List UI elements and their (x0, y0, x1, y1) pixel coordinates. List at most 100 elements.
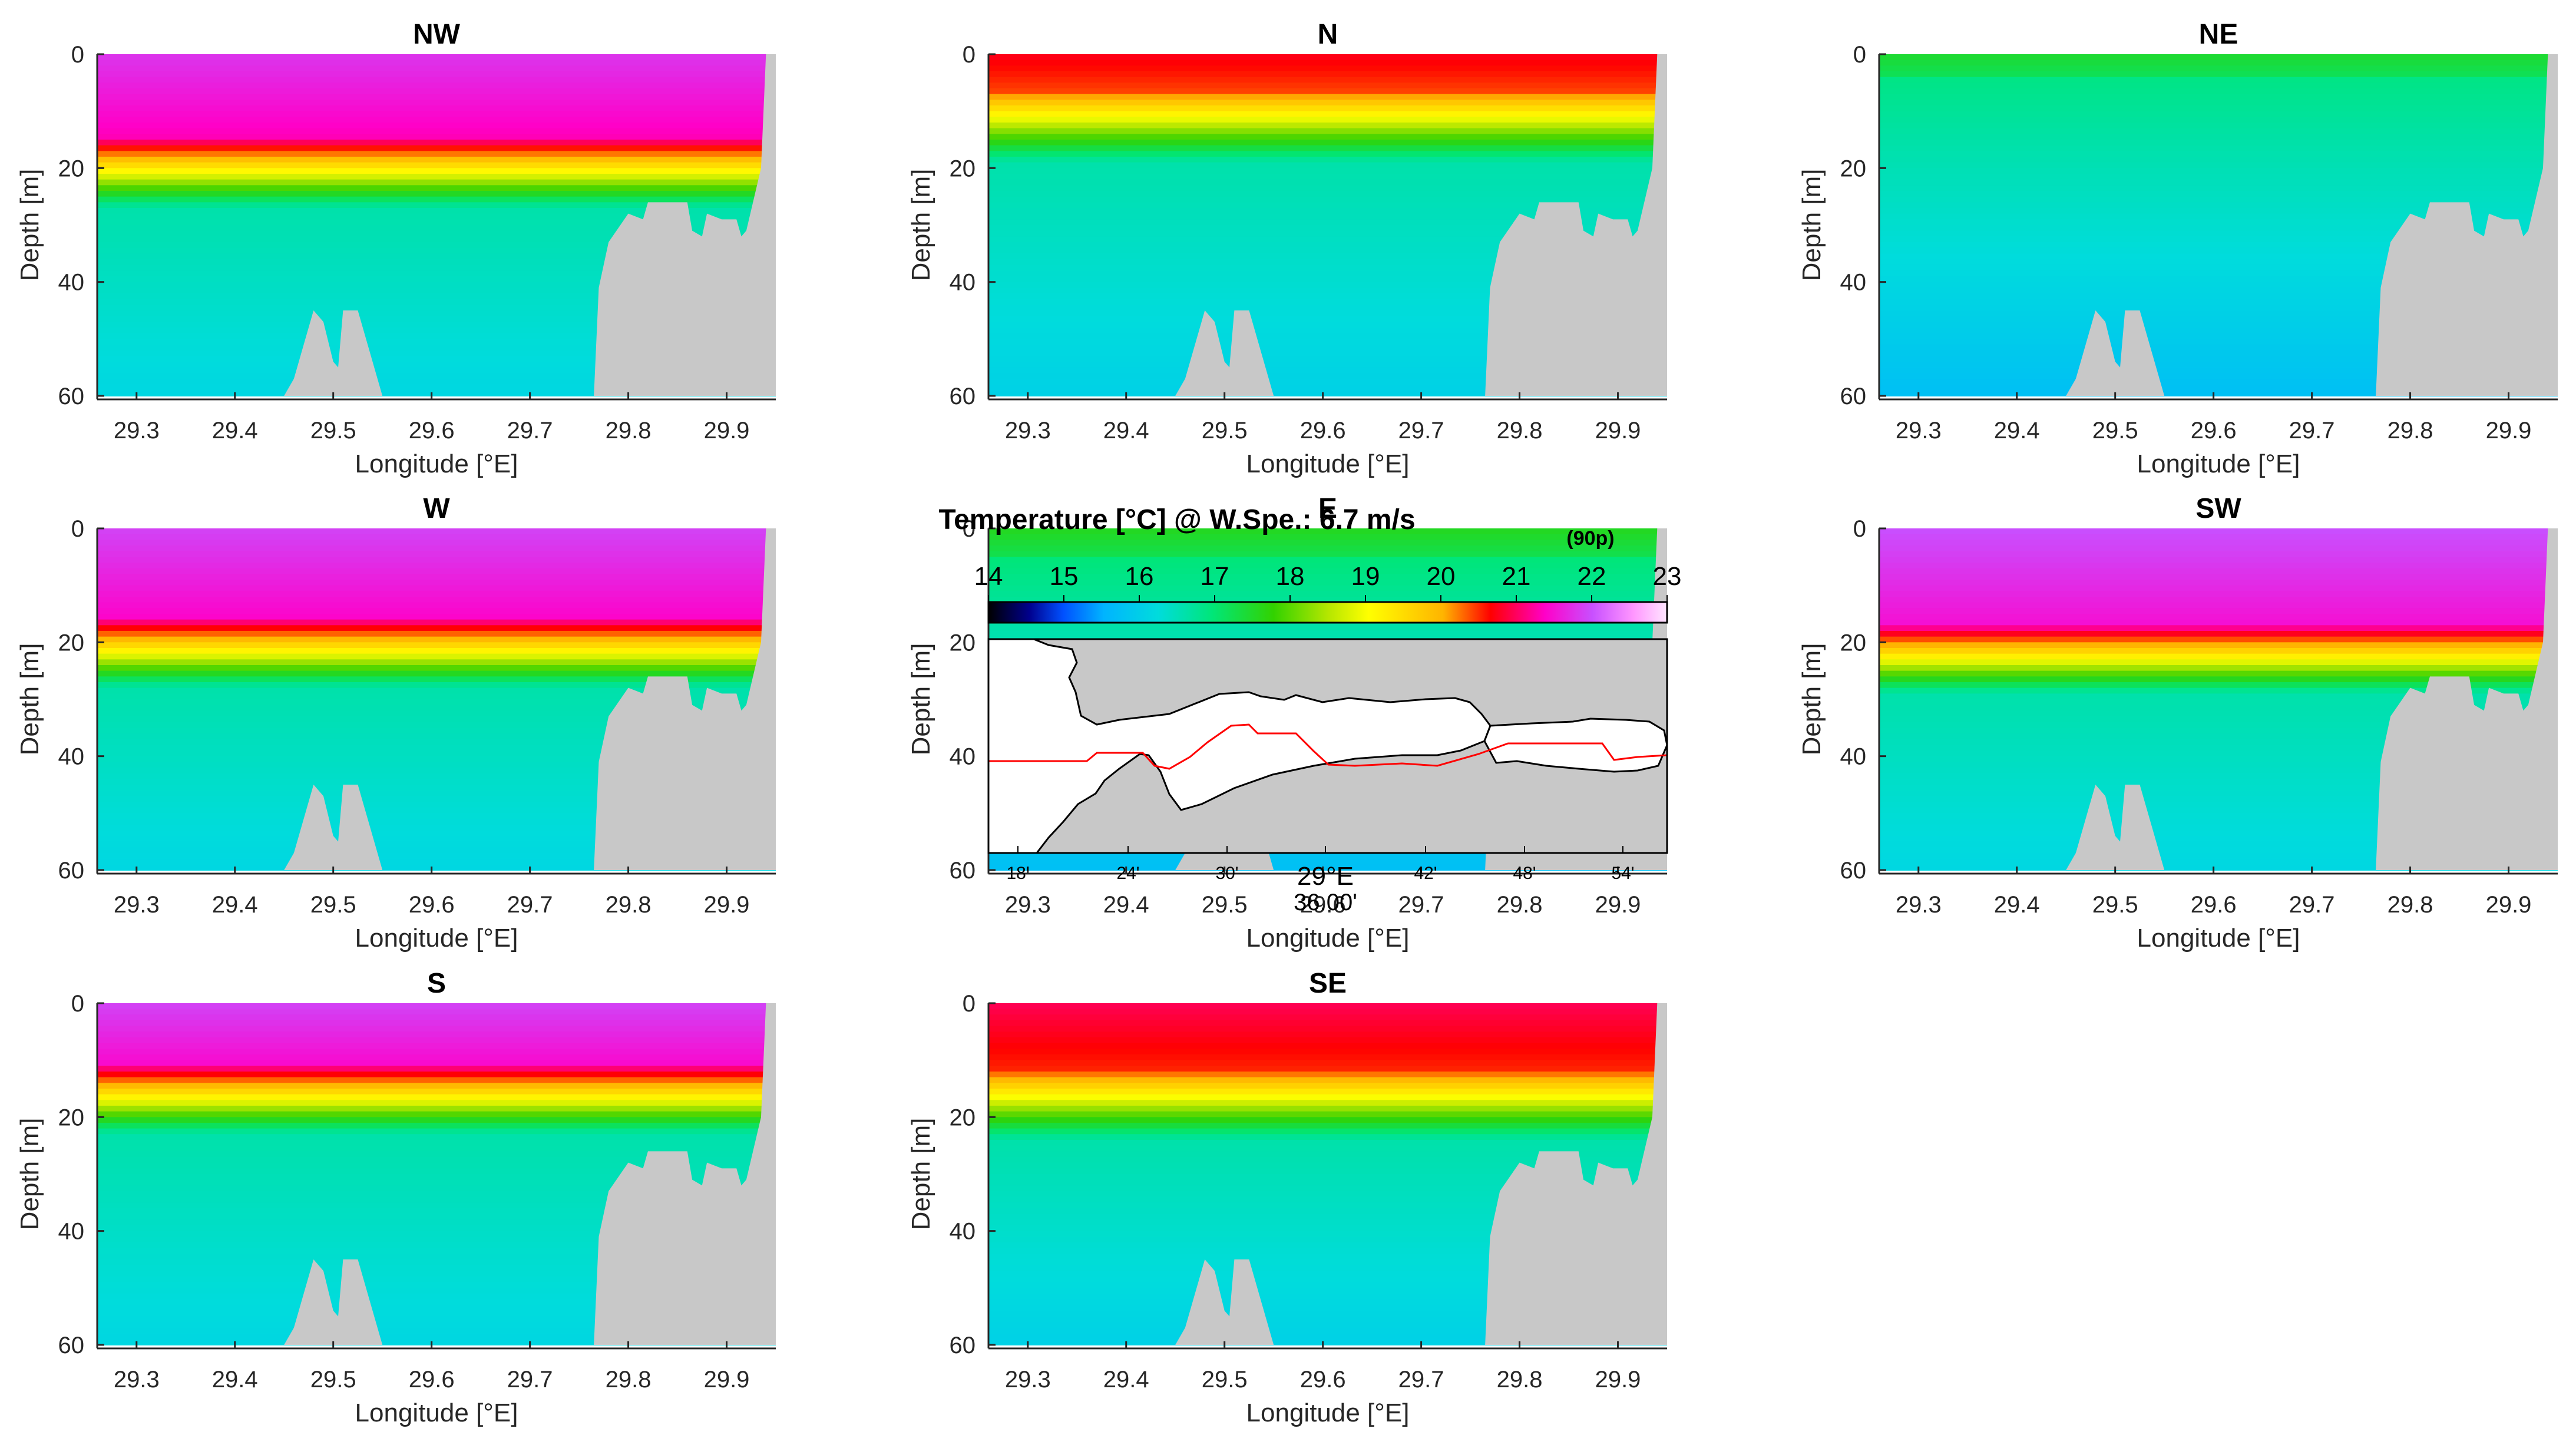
temperature-band (97, 140, 776, 146)
temperature-band (1879, 225, 2558, 232)
panel-edge (776, 1003, 778, 1345)
x-tick-label: 29.3 (1896, 418, 1942, 444)
y-tick-label: 20 (1840, 156, 1867, 181)
temperature-band (97, 733, 776, 740)
temperature-band (988, 390, 1667, 396)
y-axis-label: Depth [m] (1797, 643, 1826, 756)
y-tick-label: 0 (963, 42, 975, 68)
panel-title: SW (2195, 493, 2241, 524)
temperature-band (1879, 762, 2558, 768)
temperature-band (988, 1054, 1667, 1061)
temperature-band (988, 362, 1667, 368)
colorbar-tick-label: 17 (1201, 562, 1229, 591)
temperature-band (988, 1111, 1667, 1118)
y-tick-label: 20 (950, 630, 976, 656)
x-tick-label: 29.6 (1300, 1367, 1346, 1393)
temperature-band (97, 111, 776, 118)
temperature-band (988, 1049, 1667, 1055)
temperature-band (97, 213, 776, 220)
temperature-band (1879, 557, 2558, 563)
temperature-band (1879, 716, 2558, 723)
x-tick-label: 29.5 (1202, 892, 1248, 918)
temperature-band (1879, 682, 2558, 689)
colorbar-title: Temperature [°C] @ W.Spe.: 6.7 m/s (938, 504, 1415, 535)
temperature-band (988, 1299, 1667, 1306)
temperature-band (1879, 802, 2558, 808)
temperature-band (1879, 563, 2558, 569)
temperature-band (97, 1174, 776, 1181)
temperature-band (1879, 722, 2558, 729)
temperature-band (988, 1014, 1667, 1021)
x-tick-label: 29.7 (507, 418, 553, 444)
panel-title: NW (413, 19, 461, 50)
temperature-band (988, 528, 1667, 535)
temperature-band (97, 247, 776, 254)
temperature-band (97, 528, 776, 535)
temperature-band (97, 768, 776, 774)
temperature-band (988, 333, 1667, 340)
panel-edge (2558, 54, 2560, 396)
temperature-band (988, 162, 1667, 169)
colorbar-tick-label: 18 (1276, 562, 1305, 591)
temperature-band (97, 287, 776, 294)
temperature-band (97, 1191, 776, 1198)
temperature-band (1879, 551, 2558, 558)
temperature-band (97, 1236, 776, 1243)
temperature-band (1879, 750, 2558, 757)
colorbar-tick-label: 14 (974, 562, 1003, 591)
colorbar-tick-label: 15 (1050, 562, 1079, 591)
temperature-band (97, 1282, 776, 1289)
temperature-band (988, 563, 1667, 569)
temperature-band (97, 174, 776, 180)
temperature-band (988, 1162, 1667, 1169)
colorbar-ticks: 14 15 16 17 18 19 20 21 22 23 (974, 562, 1681, 602)
y-tick-label: 60 (950, 1332, 976, 1358)
temperature-band (1879, 625, 2558, 631)
y-axis-label: Depth [m] (907, 643, 935, 756)
temperature-band (988, 1225, 1667, 1232)
temperature-band (97, 71, 776, 78)
temperature-band (97, 179, 776, 186)
temperature-band (988, 1031, 1667, 1038)
temperature-band (97, 653, 776, 660)
temperature-band (97, 185, 776, 191)
temperature-band (988, 1066, 1667, 1072)
temperature-band (97, 1271, 776, 1277)
temperature-band (97, 1339, 776, 1345)
x-tick-label: 29.7 (507, 1367, 553, 1393)
temperature-band (1879, 853, 2558, 859)
temperature-band (97, 1242, 776, 1249)
temperature-band (988, 1328, 1667, 1334)
temperature-band (97, 230, 776, 237)
y-tick-label: 60 (1840, 383, 1867, 409)
y-tick-label: 40 (950, 744, 976, 770)
temperature-band (988, 350, 1667, 357)
y-tick-label: 20 (58, 156, 85, 181)
temperature-band (988, 151, 1667, 157)
temperature-band (97, 1305, 776, 1311)
temperature-band (97, 345, 776, 351)
panel-w: W 0 20 40 60 29.3 29.4 29.5 29.6 29.7 29.8 29.9 Long… (15, 493, 778, 953)
temperature-band (1879, 71, 2558, 78)
y-tick-label: 60 (1840, 858, 1867, 884)
temperature-band (97, 1089, 776, 1095)
temperature-band (97, 585, 776, 592)
temperature-band (988, 1322, 1667, 1328)
map-tick-label: 54' (1611, 864, 1634, 883)
temperature-band (1879, 305, 2558, 311)
colorbar-tick-label: 19 (1351, 562, 1380, 591)
temperature-band (988, 88, 1667, 95)
temperature-band (97, 836, 776, 842)
temperature-band (97, 1151, 776, 1158)
y-tick-label: 40 (58, 270, 85, 296)
temperature-band (1879, 819, 2558, 825)
temperature-band (97, 642, 776, 649)
temperature-band (1879, 282, 2558, 289)
x-tick-label: 29.9 (704, 1367, 750, 1393)
temperature-band (97, 1094, 776, 1101)
temperature-band (988, 1145, 1667, 1152)
temperature-band (1879, 858, 2558, 865)
temperature-band (1879, 316, 2558, 323)
temperature-band (988, 253, 1667, 260)
